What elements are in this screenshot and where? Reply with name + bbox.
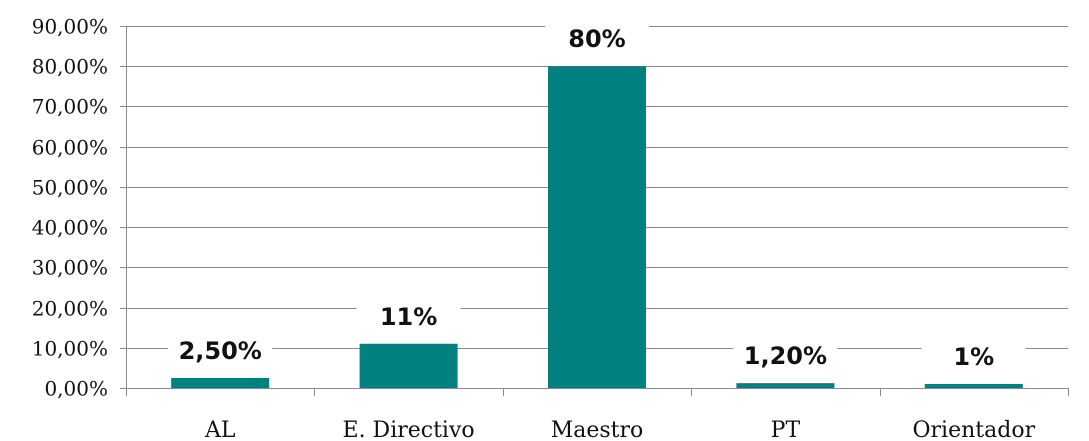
x-category-label: Maestro (551, 418, 644, 441)
y-tick-label: 30,00% (32, 256, 108, 280)
bar (171, 377, 270, 388)
y-tick-label: 60,00% (32, 136, 108, 160)
data-label-background (168, 333, 273, 366)
data-labels: 2,50% 11% 80% 1,20% 1% (168, 22, 1026, 372)
bar (359, 343, 458, 388)
data-label-background (733, 339, 838, 372)
x-axis (126, 388, 1069, 396)
y-tick-label: 70,00% (32, 95, 108, 119)
data-label: 2,50% (179, 337, 262, 365)
x-category-label: AL (204, 418, 236, 441)
data-label: 1% (953, 343, 994, 371)
x-category-label: PT (771, 418, 801, 441)
data-label: 1,20% (744, 342, 827, 370)
y-tick-label: 40,00% (32, 216, 108, 240)
data-label: 11% (380, 303, 437, 331)
data-label-background (545, 22, 649, 55)
y-tick-label: 80,00% (32, 55, 108, 79)
data-label: 80% (568, 25, 625, 53)
data-label-background (356, 299, 461, 332)
y-tick-label: 50,00% (32, 176, 108, 200)
y-tick-label: 0,00% (44, 377, 108, 401)
bar (736, 383, 835, 388)
x-category-label: Orientador (913, 418, 1036, 441)
y-tick-label: 20,00% (32, 297, 108, 321)
bar (924, 383, 1023, 388)
y-axis-tick-labels: 0,00% 10,00% 20,00% 30,00% 40,00% 50,00% 60,00… (32, 15, 108, 401)
x-axis-category-labels: AL E. Directivo Maestro PT Orientador (204, 418, 1036, 441)
y-tick-label: 10,00% (32, 337, 108, 361)
data-label-background (921, 339, 1026, 372)
y-tick-label: 90,00% (32, 15, 108, 39)
bars (171, 66, 1023, 388)
bar (548, 66, 646, 388)
x-category-label: E. Directivo (343, 418, 475, 441)
